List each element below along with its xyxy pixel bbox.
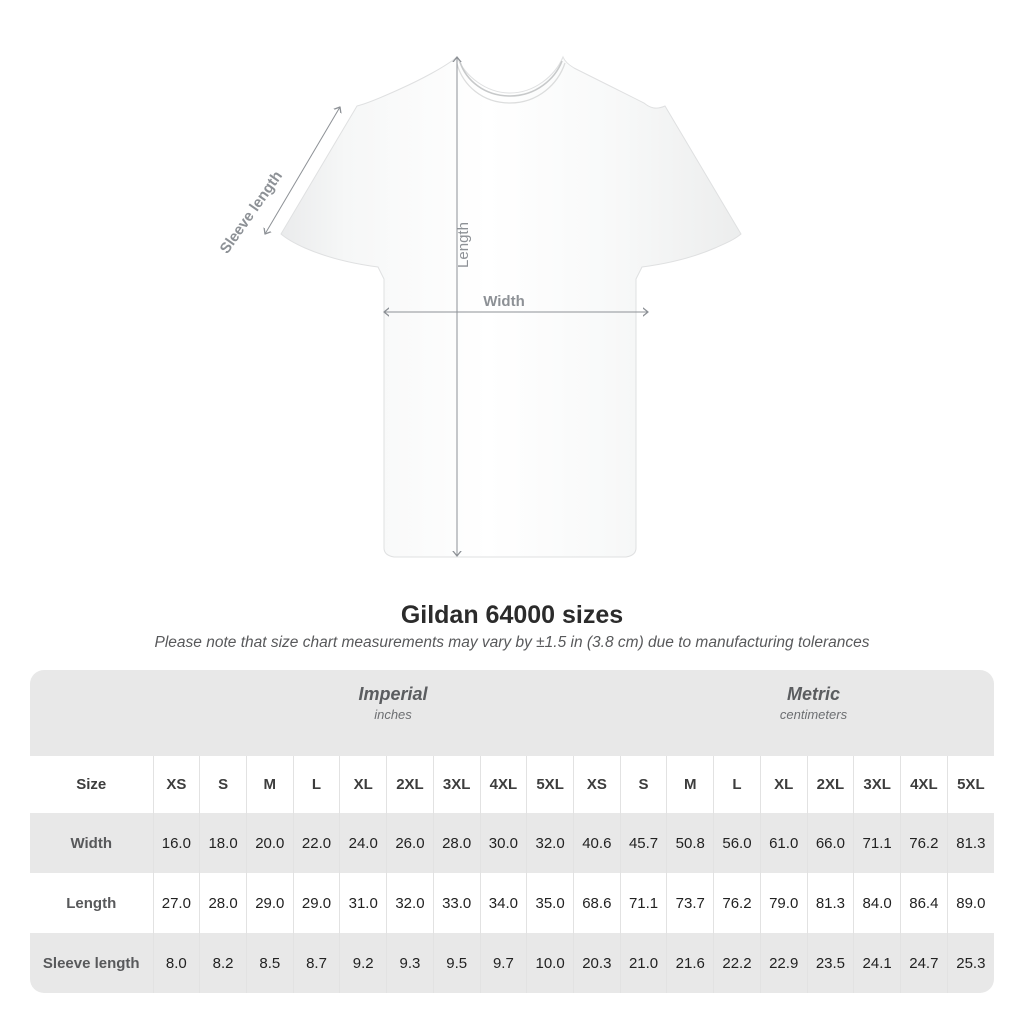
- svg-text:Length: Length: [455, 222, 472, 268]
- svg-text:Width: Width: [483, 293, 525, 310]
- svg-text:Sleeve length: Sleeve length: [217, 168, 286, 257]
